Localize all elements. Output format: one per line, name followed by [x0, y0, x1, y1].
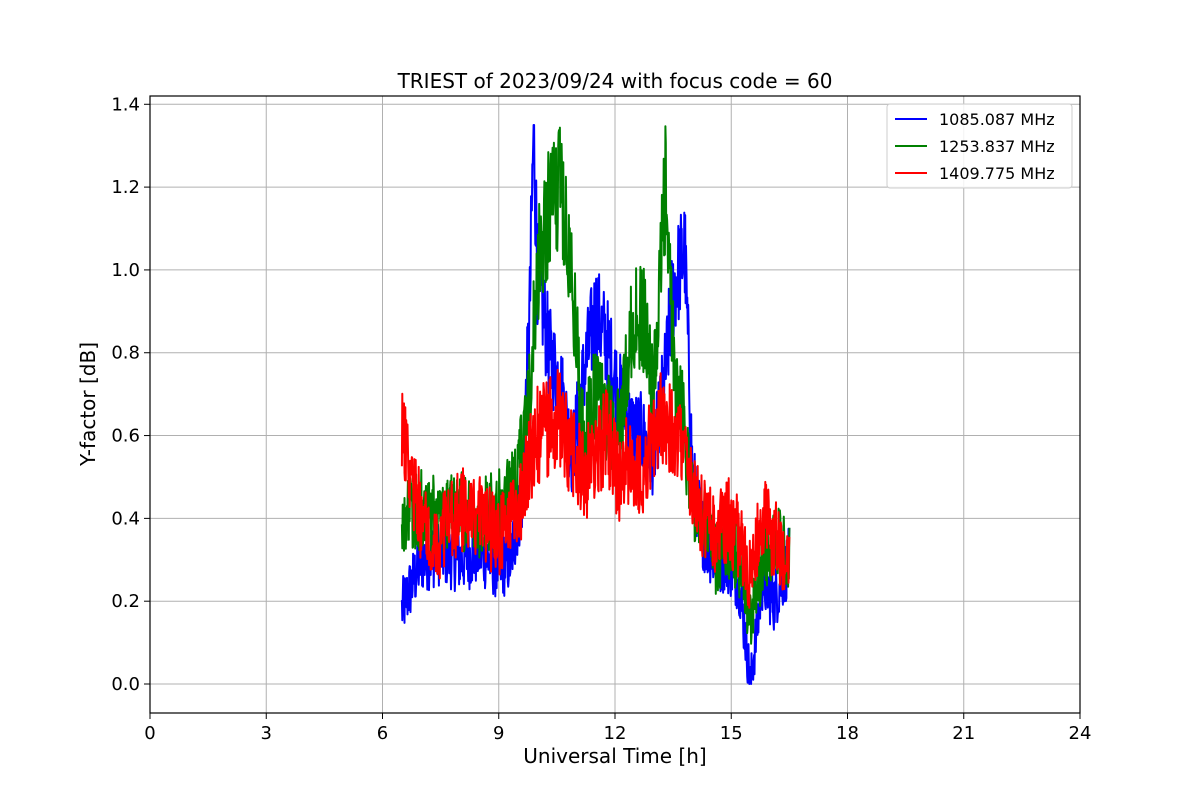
legend-label-0: 1085.087 MHz	[939, 110, 1055, 129]
x-tick-label: 3	[261, 723, 272, 744]
x-tick-label: 0	[144, 723, 155, 744]
series-line-2	[400, 368, 791, 609]
x-tick-label: 21	[952, 723, 975, 744]
y-tick-label: 1.0	[111, 260, 140, 281]
y-tick-label: 0.6	[111, 426, 140, 447]
x-tick-label: 18	[836, 723, 859, 744]
legend-label-2: 1409.775 MHz	[939, 164, 1055, 183]
y-tick-label: 1.2	[111, 177, 140, 198]
x-tick-label: 6	[377, 723, 388, 744]
series-lines	[400, 124, 791, 685]
y-tick-label: 0.2	[111, 591, 140, 612]
legend: 1085.087 MHz 1253.837 MHz 1409.775 MHz	[886, 103, 1073, 189]
x-axis-ticks: 0 3 6 9 12 15 18 21 24	[144, 713, 1091, 744]
chart-title: TRIEST of 2023/09/24 with focus code = 6…	[397, 69, 833, 93]
x-tick-label: 15	[720, 723, 743, 744]
y-tick-label: 0.8	[111, 343, 140, 364]
y-axis-label: Y-factor [dB]	[76, 342, 100, 467]
y-tick-label: 0.0	[111, 674, 140, 695]
legend-label-1: 1253.837 MHz	[939, 137, 1055, 156]
x-axis-label: Universal Time [h]	[523, 744, 706, 768]
x-tick-label: 9	[493, 723, 504, 744]
legend-box	[886, 103, 1073, 189]
x-tick-label: 24	[1069, 723, 1092, 744]
x-tick-label: 12	[604, 723, 627, 744]
y-axis-ticks: 0.0 0.2 0.4 0.6 0.8 1.0 1.2 1.4	[111, 94, 150, 695]
y-tick-label: 1.4	[111, 94, 140, 115]
y-tick-label: 0.4	[111, 508, 140, 529]
